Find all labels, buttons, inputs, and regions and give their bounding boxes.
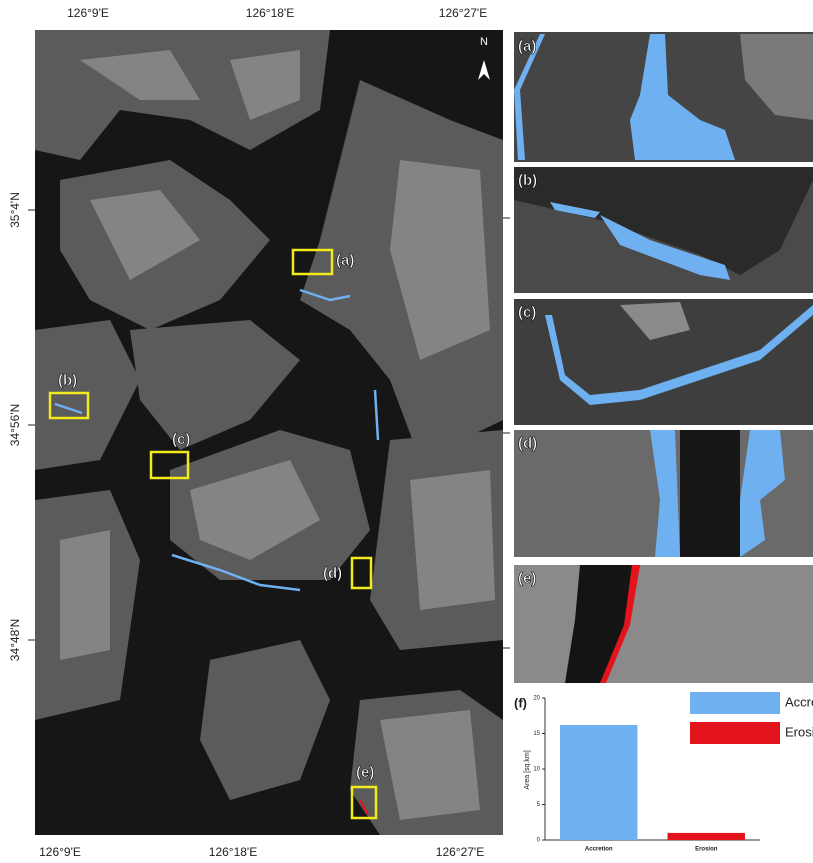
site-label: (d) — [323, 565, 342, 582]
x-tick-label: Accretion — [585, 847, 613, 853]
inset-label: (c) — [518, 304, 536, 321]
figure: (a) (b) (c) (d) (e) N 126°9'E 126°18'E 1… — [0, 0, 813, 863]
water — [680, 430, 740, 557]
panel-label: (f) — [514, 695, 527, 710]
inset-label: (b) — [518, 172, 537, 189]
y-tick-label: 10 — [533, 767, 540, 773]
legend-label: Accretion — [785, 694, 813, 709]
site-label: (b) — [58, 372, 77, 389]
inset — [514, 565, 813, 683]
legend-swatch — [690, 722, 780, 744]
y-tick-label: 15 — [533, 731, 540, 737]
inset-label: (e) — [518, 570, 536, 587]
x-tick-label: Erosion — [695, 847, 718, 853]
lon-label: 126°27'E — [439, 6, 487, 20]
lat-label: 34°48'N — [8, 619, 22, 661]
lon-label: 126°18'E — [209, 845, 257, 859]
bar-chart: 0 5 10 15 20 Accretion Erosion Accretion Erosion — [533, 692, 813, 853]
bar — [668, 833, 745, 840]
site-label: (e) — [356, 764, 374, 781]
lon-label: 126°9'E — [67, 6, 109, 20]
lon-label: 126°18'E — [246, 6, 294, 20]
site-label: (c) — [172, 431, 190, 448]
inset-label: (a) — [518, 38, 536, 55]
lon-label: 126°9'E — [39, 845, 81, 859]
y-tick-label: 5 — [537, 802, 541, 808]
bar — [560, 725, 637, 840]
north-label: N — [480, 36, 488, 48]
y-tick-label: 0 — [537, 838, 541, 844]
lon-label: 126°27'E — [436, 845, 484, 859]
y-tick-label: 20 — [533, 696, 540, 702]
inset-label: (d) — [518, 435, 537, 452]
lat-label: 35°4'N — [8, 192, 22, 228]
legend-swatch — [690, 692, 780, 714]
legend-label: Erosion — [785, 724, 813, 739]
y-axis-label: Area [sq.km] — [524, 750, 531, 789]
insets: (a) (b) (c) (d) (e) — [514, 32, 813, 683]
lat-label: 34°56'N — [8, 404, 22, 446]
site-label: (a) — [336, 252, 354, 269]
